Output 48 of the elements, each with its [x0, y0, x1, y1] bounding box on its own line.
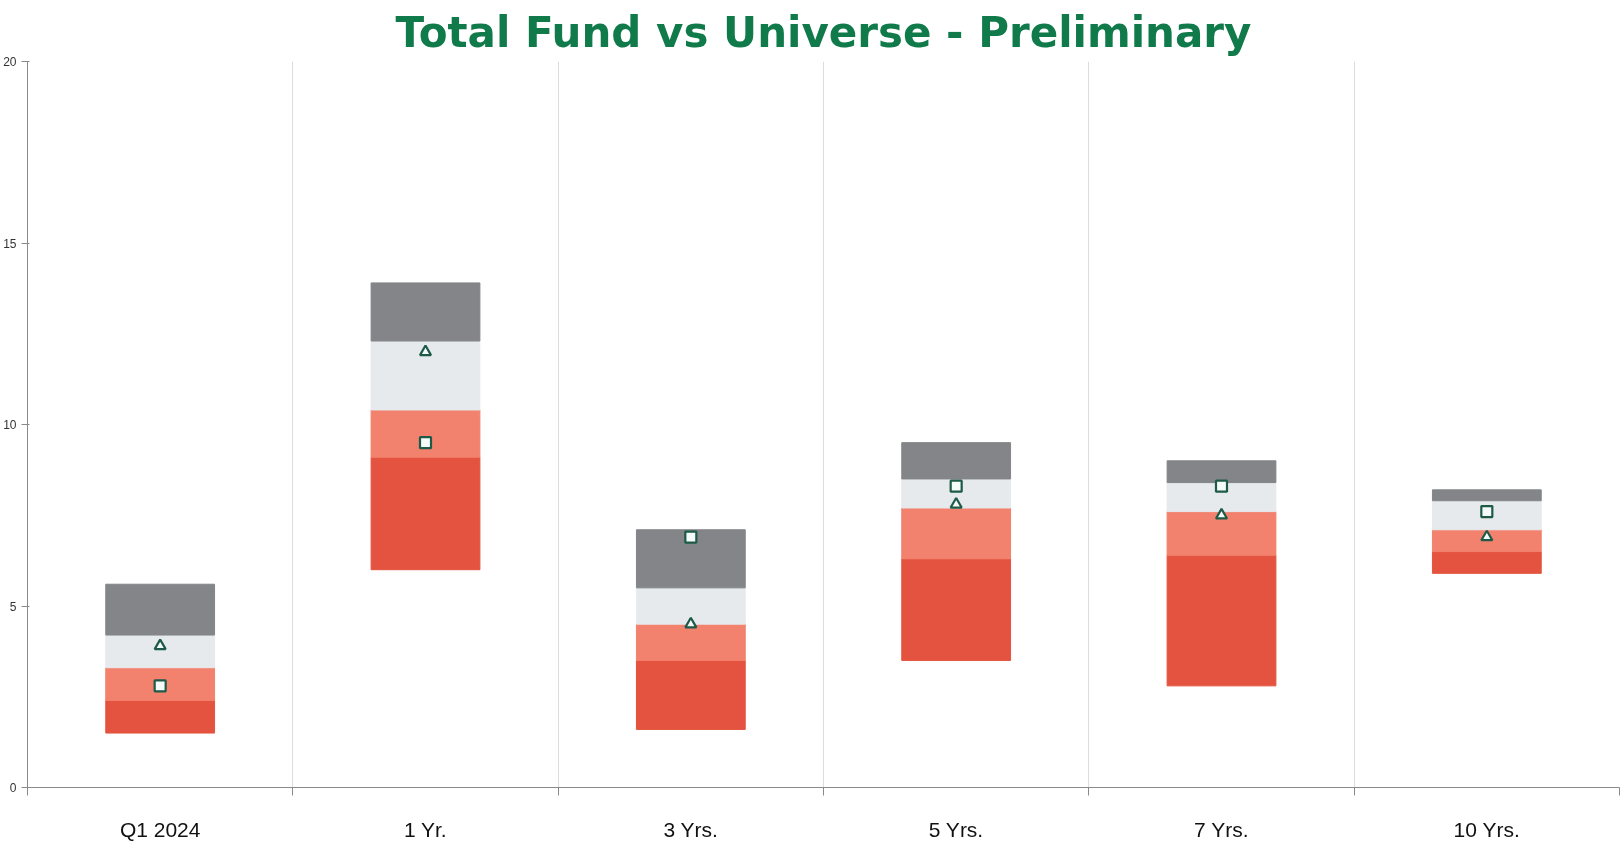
chart-title: Total Fund vs Universe - Preliminary	[395, 7, 1252, 57]
bar	[105, 667, 216, 701]
point	[1480, 529, 1494, 542]
bar	[105, 634, 216, 669]
x-tick-label: 3 Yrs.	[663, 817, 718, 841]
point	[949, 479, 963, 493]
bar	[901, 442, 1012, 480]
bar	[1431, 529, 1542, 553]
bar	[901, 507, 1012, 560]
point	[1480, 505, 1494, 519]
y-tick-label: 15	[3, 236, 17, 251]
bar	[370, 340, 481, 411]
y-tick-label: 5	[9, 599, 17, 614]
bar	[1166, 554, 1277, 687]
bar	[635, 623, 746, 661]
point	[1214, 507, 1229, 520]
bar	[105, 699, 216, 734]
point	[153, 679, 167, 693]
x-tick-label: 7 Yrs.	[1194, 817, 1249, 841]
x-tick-label: 5 Yrs.	[928, 817, 984, 841]
bar	[370, 409, 481, 458]
bar	[1166, 511, 1277, 556]
point	[153, 638, 167, 651]
x-tick-label: 1 Yr.	[403, 817, 447, 841]
bar	[105, 583, 216, 636]
point	[949, 496, 963, 509]
point	[684, 530, 698, 544]
bar	[1431, 489, 1542, 502]
bar	[370, 282, 481, 342]
point	[1214, 479, 1229, 493]
bar	[901, 558, 1012, 661]
y-tick-label: 20	[3, 55, 17, 69]
point	[418, 436, 433, 450]
x-tick-label: Q1 2024	[119, 817, 201, 841]
y-tick-label: 0	[9, 781, 17, 795]
point	[684, 616, 698, 629]
x-tick-label: 10 Yrs.	[1453, 817, 1520, 841]
bar	[901, 478, 1012, 509]
bar	[1431, 500, 1542, 531]
bar	[370, 456, 481, 571]
bar	[1431, 551, 1542, 574]
bar	[1166, 460, 1277, 484]
point	[418, 344, 433, 357]
bar	[635, 587, 746, 625]
bar	[635, 529, 746, 589]
y-tick-label: 10	[3, 418, 17, 432]
bar	[635, 659, 746, 730]
bar	[1166, 482, 1277, 513]
